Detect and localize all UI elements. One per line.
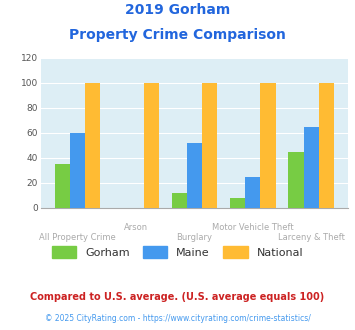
Bar: [230, 198, 245, 208]
Text: Motor Vehicle Theft: Motor Vehicle Theft: [212, 223, 294, 232]
Text: Larceny & Theft: Larceny & Theft: [278, 233, 345, 242]
Bar: [187, 143, 202, 208]
Text: © 2025 CityRating.com - https://www.cityrating.com/crime-statistics/: © 2025 CityRating.com - https://www.city…: [45, 314, 310, 323]
Text: Arson: Arson: [124, 223, 148, 232]
Bar: [143, 83, 159, 208]
Text: Compared to U.S. average. (U.S. average equals 100): Compared to U.S. average. (U.S. average …: [31, 292, 324, 302]
Text: Burglary: Burglary: [176, 233, 212, 242]
Bar: [319, 83, 334, 208]
Text: All Property Crime: All Property Crime: [39, 233, 116, 242]
Bar: [85, 83, 100, 208]
Bar: [260, 83, 275, 208]
Legend: Gorham, Maine, National: Gorham, Maine, National: [52, 247, 303, 258]
Text: 2019 Gorham: 2019 Gorham: [125, 3, 230, 17]
Bar: [202, 83, 217, 208]
Bar: [288, 151, 304, 208]
Bar: [171, 193, 187, 208]
Bar: [304, 127, 319, 208]
Bar: [70, 133, 85, 208]
Bar: [245, 177, 260, 208]
Text: Property Crime Comparison: Property Crime Comparison: [69, 28, 286, 42]
Bar: [55, 164, 70, 208]
